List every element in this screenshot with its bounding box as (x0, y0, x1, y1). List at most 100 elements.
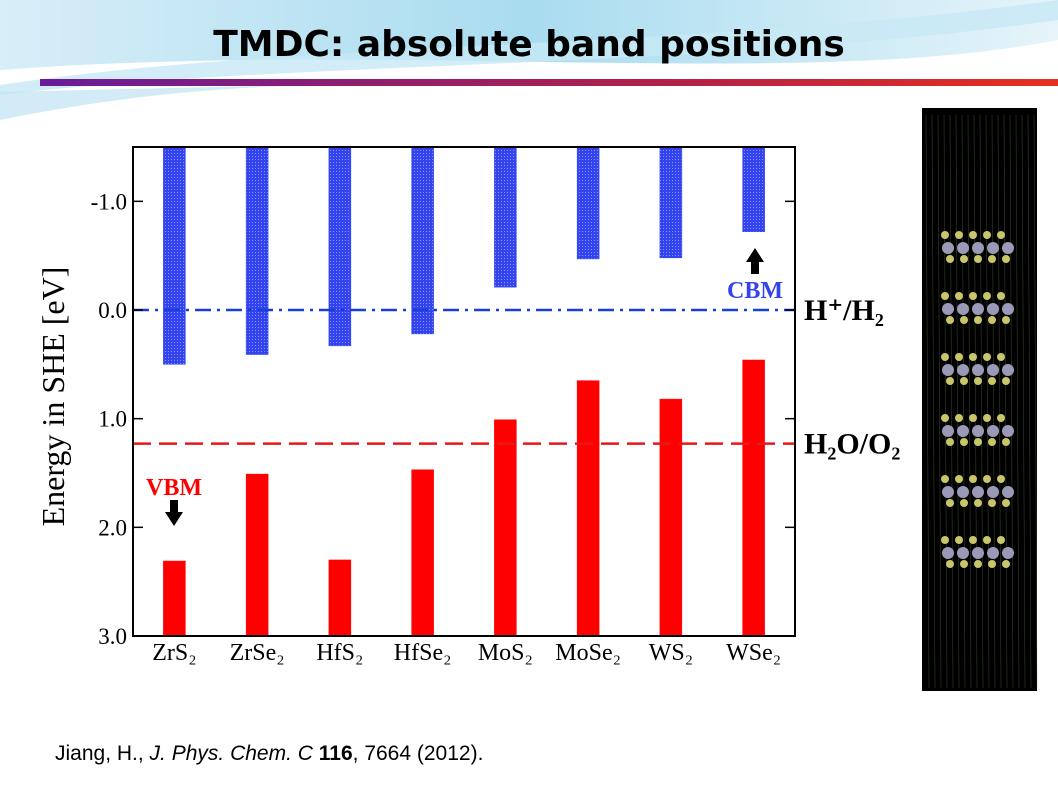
atom-s (960, 560, 968, 568)
atom-s (955, 536, 963, 544)
atom-s (1002, 499, 1010, 507)
citation-pages: , 7664 (2012). (352, 742, 484, 765)
atom-s (997, 536, 1005, 544)
citation-journal: J. Phys. Chem. C (149, 742, 313, 765)
cbm-bar (328, 146, 352, 347)
atom-m (957, 364, 969, 376)
atom-s (997, 475, 1005, 483)
atom-m (942, 364, 954, 376)
citation: Jiang, H., J. Phys. Chem. C 116, 7664 (2… (55, 742, 483, 766)
atom-s (974, 438, 982, 446)
y-axis-label: Energy in SHE [eV] (35, 267, 71, 527)
atom-s (988, 560, 996, 568)
header-swirl (0, 0, 1058, 95)
crystal-column (973, 114, 978, 689)
atom-m (1002, 547, 1014, 559)
atom-m (972, 364, 984, 376)
crystal-column (1021, 114, 1026, 689)
atom-s (960, 499, 968, 507)
crystal-column (1003, 114, 1008, 689)
y-tick-label: 1.0 (98, 407, 127, 432)
atom-s (974, 316, 982, 324)
atom-m (942, 303, 954, 315)
cbm-bar (245, 146, 269, 355)
atom-s (1002, 255, 1010, 263)
atom-s (969, 231, 977, 239)
atom-m (972, 486, 984, 498)
vbm-bar (742, 359, 765, 637)
vbm-bar (245, 473, 269, 637)
atom-s (988, 499, 996, 507)
atom-m (957, 425, 969, 437)
atom-s (941, 292, 949, 300)
atom-s (946, 560, 954, 568)
atom-s (988, 255, 996, 263)
atom-s (983, 475, 991, 483)
atom-m (957, 242, 969, 254)
atom-s (983, 414, 991, 422)
atom-m (1002, 364, 1014, 376)
header-swirl (0, 0, 1058, 70)
atom-s (988, 377, 996, 385)
atom-s (1002, 438, 1010, 446)
atom-s (997, 353, 1005, 361)
crystal-column (961, 114, 966, 689)
atom-s (955, 292, 963, 300)
crystal-column (937, 114, 942, 689)
atom-s (941, 475, 949, 483)
atom-m (942, 242, 954, 254)
crystal-column (1033, 114, 1038, 689)
atom-s (955, 475, 963, 483)
atom-m (1002, 425, 1014, 437)
atom-s (983, 231, 991, 239)
atom-m (987, 242, 999, 254)
atom-m (987, 364, 999, 376)
atom-s (1002, 316, 1010, 324)
atom-m (972, 425, 984, 437)
atom-m (972, 547, 984, 559)
cbm-bar (742, 146, 765, 233)
reference-label: H⁺/H₂ (804, 294, 884, 327)
atom-s (988, 316, 996, 324)
citation-volume: 116 (312, 742, 353, 765)
atom-s (983, 292, 991, 300)
x-tick-label: WSe₂ (726, 640, 781, 666)
atom-m (1002, 303, 1014, 315)
atom-s (946, 499, 954, 507)
atom-s (946, 255, 954, 263)
atom-m (987, 425, 999, 437)
vbm-annotation: VBM (146, 475, 202, 501)
atom-s (1002, 377, 1010, 385)
atom-s (941, 536, 949, 544)
x-tick-label: MoSe₂ (555, 640, 621, 666)
crystal-column (967, 114, 972, 689)
atom-m (972, 242, 984, 254)
atom-s (969, 292, 977, 300)
cbm-bar (163, 146, 186, 365)
atom-s (983, 353, 991, 361)
atom-s (955, 414, 963, 422)
atom-s (955, 353, 963, 361)
x-tick-label: WS₂ (649, 640, 693, 666)
atom-s (946, 377, 954, 385)
cbm-bar (411, 146, 434, 335)
atom-m (942, 486, 954, 498)
atom-m (1002, 486, 1014, 498)
x-tick-label: HfSe₂ (394, 640, 452, 666)
crystal-column (997, 114, 1002, 689)
atom-s (983, 536, 991, 544)
atom-m (972, 303, 984, 315)
crystal-column (1009, 114, 1014, 689)
atom-m (987, 303, 999, 315)
atom-m (987, 547, 999, 559)
atom-s (974, 377, 982, 385)
vbm-bar (328, 559, 352, 637)
crystal-column (991, 114, 996, 689)
atom-s (941, 231, 949, 239)
atom-s (946, 438, 954, 446)
crystal-column (1015, 114, 1020, 689)
crystal-structure (925, 114, 1038, 689)
y-tick-label: 3.0 (98, 624, 127, 649)
atom-s (969, 353, 977, 361)
